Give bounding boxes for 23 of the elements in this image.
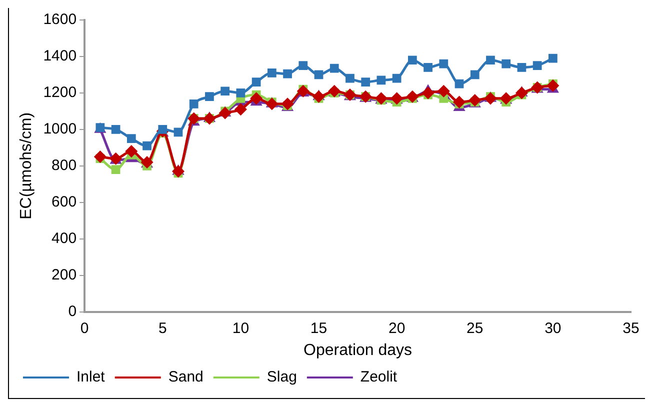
legend-label: Inlet <box>76 368 106 386</box>
x-axis-title: Operation days <box>304 342 412 359</box>
x-tick-label: 25 <box>466 320 484 337</box>
x-tick-label: 0 <box>80 320 89 337</box>
y-tick-label: 600 <box>52 194 77 211</box>
y-tick-label: 800 <box>52 157 77 174</box>
y-tick-label: 1000 <box>43 120 77 138</box>
legend-label: Slag <box>266 368 297 386</box>
y-tick-label: 1200 <box>43 84 77 102</box>
x-tick-label: 15 <box>310 320 328 337</box>
x-tick-label: 30 <box>544 320 562 337</box>
y-tick-label: 200 <box>52 266 77 284</box>
legend-label: Zeolit <box>360 368 398 386</box>
x-tick-label: 35 <box>622 320 640 337</box>
y-tick-label: 400 <box>52 230 77 247</box>
x-tick-label: 20 <box>388 320 406 337</box>
x-tick-label: 5 <box>158 320 167 337</box>
y-tick-label: 1400 <box>43 48 77 65</box>
y-tick-label: 1600 <box>43 11 77 28</box>
y-axis-title: EC(µmohs/cm) <box>18 112 36 220</box>
y-tick-label: 0 <box>68 302 77 320</box>
legend-label: Sand <box>168 368 204 386</box>
x-tick-label: 10 <box>232 320 250 337</box>
